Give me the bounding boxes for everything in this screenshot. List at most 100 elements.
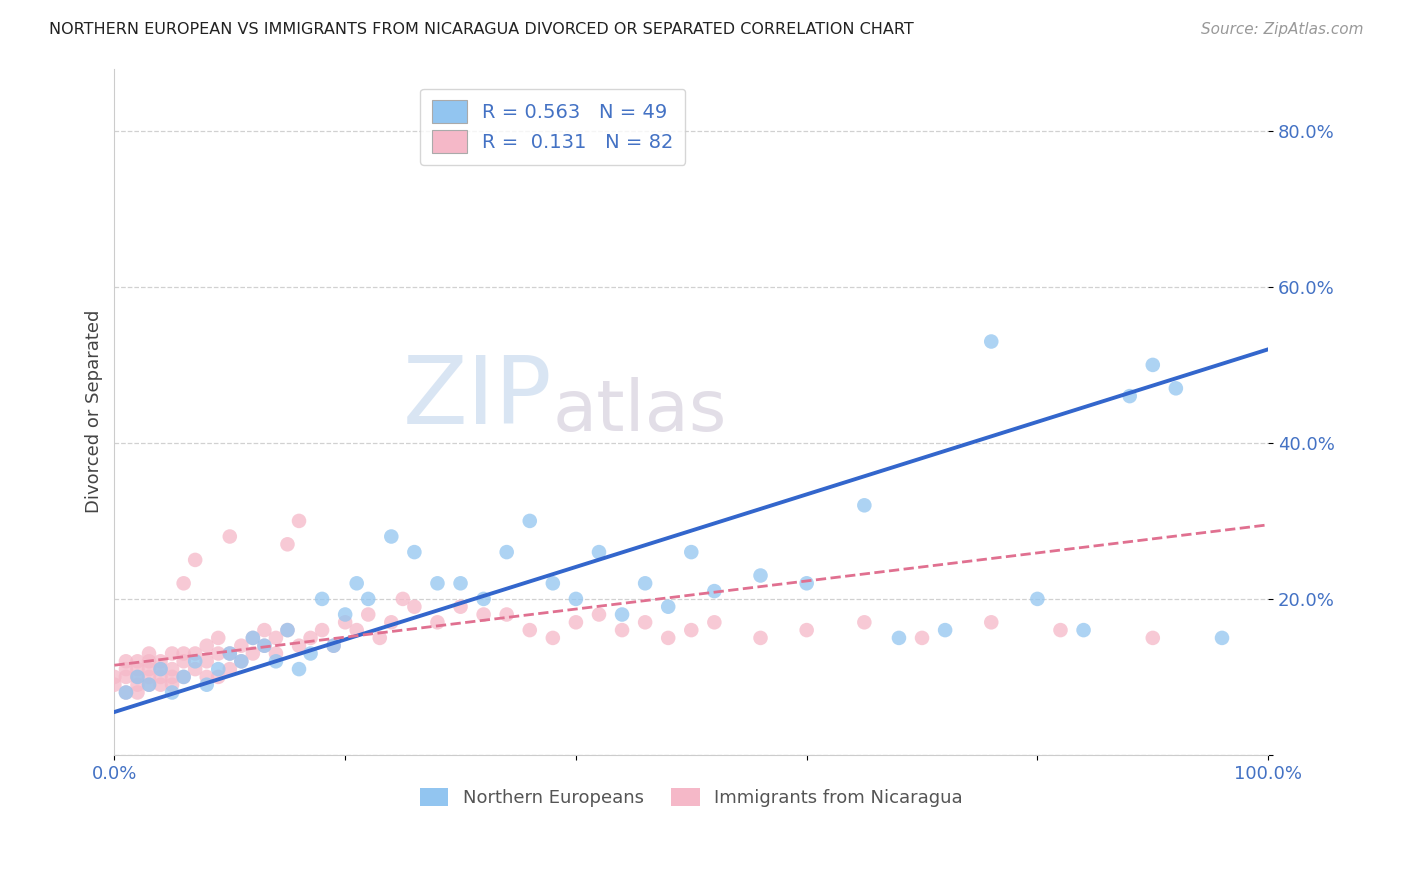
Point	[127, 670, 149, 684]
Point	[565, 615, 588, 630]
Point	[703, 584, 725, 599]
Point	[218, 529, 240, 543]
Point	[115, 685, 138, 699]
Point	[242, 631, 264, 645]
Point	[519, 623, 541, 637]
Point	[276, 537, 298, 551]
Point	[160, 647, 183, 661]
Point	[218, 647, 240, 661]
Point	[657, 599, 679, 614]
Point	[450, 576, 472, 591]
Point	[1026, 591, 1049, 606]
Point	[1211, 631, 1233, 645]
Point	[1118, 389, 1140, 403]
Point	[911, 631, 934, 645]
Point	[115, 685, 138, 699]
Point	[392, 591, 415, 606]
Point	[253, 639, 276, 653]
Point	[288, 514, 311, 528]
Point	[103, 678, 125, 692]
Text: Source: ZipAtlas.com: Source: ZipAtlas.com	[1201, 22, 1364, 37]
Point	[231, 654, 253, 668]
Legend: Northern Europeans, Immigrants from Nicaragua: Northern Europeans, Immigrants from Nica…	[412, 780, 970, 814]
Point	[160, 685, 183, 699]
Point	[138, 654, 160, 668]
Point	[404, 599, 426, 614]
Point	[138, 670, 160, 684]
Point	[207, 631, 229, 645]
Point	[231, 654, 253, 668]
Text: atlas: atlas	[553, 377, 727, 446]
Point	[610, 623, 633, 637]
Point	[887, 631, 910, 645]
Point	[127, 662, 149, 676]
Point	[634, 576, 657, 591]
Point	[634, 615, 657, 630]
Point	[242, 631, 264, 645]
Point	[519, 514, 541, 528]
Point	[357, 607, 380, 622]
Point	[276, 623, 298, 637]
Point	[749, 631, 772, 645]
Point	[160, 678, 183, 692]
Point	[333, 607, 356, 622]
Point	[218, 662, 240, 676]
Point	[588, 545, 610, 559]
Point	[1142, 358, 1164, 372]
Point	[299, 631, 322, 645]
Point	[495, 545, 517, 559]
Point	[796, 576, 818, 591]
Point	[541, 576, 564, 591]
Point	[749, 568, 772, 582]
Point	[368, 631, 391, 645]
Point	[127, 670, 149, 684]
Point	[138, 678, 160, 692]
Point	[115, 670, 138, 684]
Point	[311, 591, 333, 606]
Point	[173, 647, 195, 661]
Point	[253, 623, 276, 637]
Point	[195, 678, 218, 692]
Point	[242, 647, 264, 661]
Point	[610, 607, 633, 622]
Point	[1164, 381, 1187, 395]
Point	[127, 678, 149, 692]
Point	[472, 607, 495, 622]
Point	[333, 615, 356, 630]
Point	[853, 498, 876, 512]
Point	[322, 639, 344, 653]
Point	[115, 654, 138, 668]
Point	[207, 647, 229, 661]
Point	[127, 654, 149, 668]
Point	[404, 545, 426, 559]
Point	[195, 654, 218, 668]
Point	[264, 654, 287, 668]
Point	[426, 615, 449, 630]
Point	[980, 615, 1002, 630]
Point	[173, 670, 195, 684]
Point	[276, 623, 298, 637]
Point	[288, 662, 311, 676]
Point	[495, 607, 517, 622]
Point	[184, 647, 207, 661]
Point	[173, 670, 195, 684]
Point	[184, 662, 207, 676]
Text: NORTHERN EUROPEAN VS IMMIGRANTS FROM NICARAGUA DIVORCED OR SEPARATED CORRELATION: NORTHERN EUROPEAN VS IMMIGRANTS FROM NIC…	[49, 22, 914, 37]
Point	[149, 670, 172, 684]
Text: ZIP: ZIP	[404, 352, 553, 444]
Point	[195, 670, 218, 684]
Point	[173, 654, 195, 668]
Point	[160, 670, 183, 684]
Point	[207, 662, 229, 676]
Point	[195, 639, 218, 653]
Point	[149, 654, 172, 668]
Point	[380, 529, 402, 543]
Point	[346, 576, 368, 591]
Point	[264, 647, 287, 661]
Point	[322, 639, 344, 653]
Point	[541, 631, 564, 645]
Point	[115, 662, 138, 676]
Point	[311, 623, 333, 637]
Point	[184, 654, 207, 668]
Point	[357, 591, 380, 606]
